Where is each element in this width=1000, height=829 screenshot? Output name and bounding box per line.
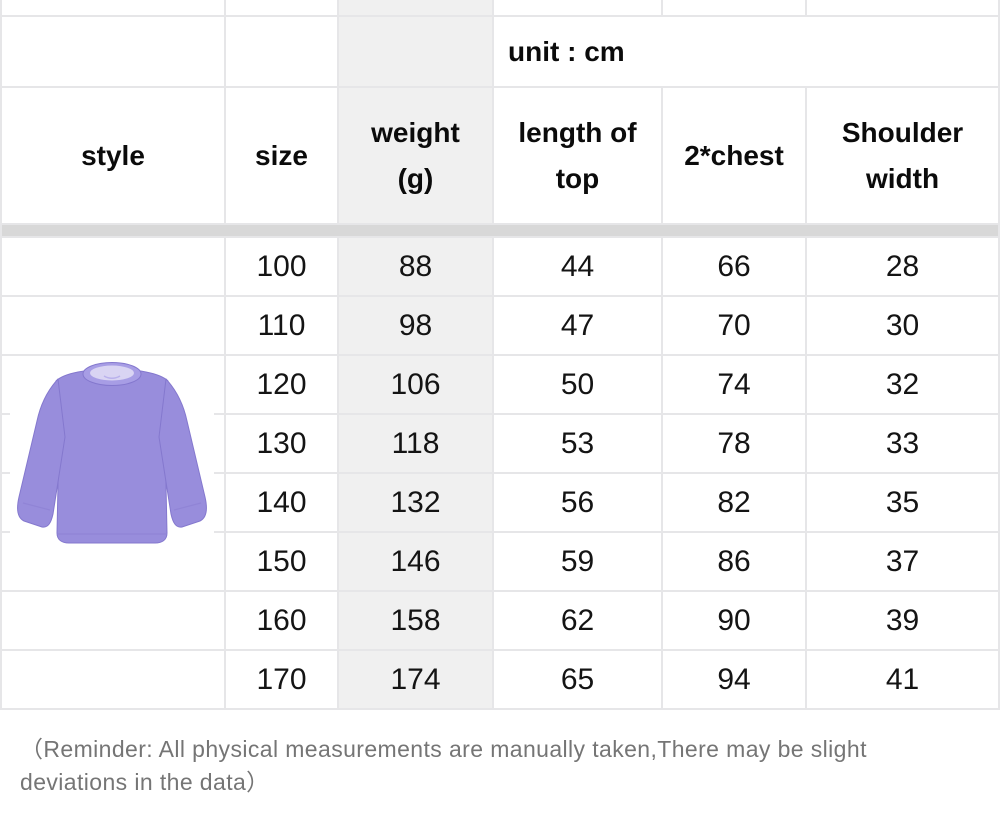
header-cell-style: style bbox=[2, 88, 224, 223]
size-cell: 100 bbox=[226, 238, 337, 295]
header-cell-shoulder-width: Shoulder width bbox=[807, 88, 998, 223]
size-cell: 120 bbox=[226, 356, 337, 413]
shoulder-cell: 41 bbox=[807, 651, 998, 708]
top-strip-cell-style bbox=[2, 0, 224, 15]
chest-cell: 90 bbox=[663, 592, 805, 649]
chest-cell: 74 bbox=[663, 356, 805, 413]
chest-cell: 86 bbox=[663, 533, 805, 590]
weight-cell: 158 bbox=[339, 592, 492, 649]
top-strip-cell-shoulder bbox=[807, 0, 998, 15]
chest-cell: 78 bbox=[663, 415, 805, 472]
shoulder-cell: 30 bbox=[807, 297, 998, 354]
header-cell-length-of-top: length of top bbox=[494, 88, 661, 223]
unit-label: unit : cm bbox=[494, 17, 998, 86]
size-chart-table: unit : cm style size weight (g) length o… bbox=[0, 0, 1000, 710]
chest-cell: 94 bbox=[663, 651, 805, 708]
size-cell: 140 bbox=[226, 474, 337, 531]
length-cell: 47 bbox=[494, 297, 661, 354]
weight-cell: 98 bbox=[339, 297, 492, 354]
style-cell bbox=[2, 297, 224, 354]
length-cell: 56 bbox=[494, 474, 661, 531]
shoulder-cell: 37 bbox=[807, 533, 998, 590]
tshirt-image bbox=[17, 362, 207, 544]
length-cell: 44 bbox=[494, 238, 661, 295]
weight-cell: 146 bbox=[339, 533, 492, 590]
header-cell-weight: weight (g) bbox=[339, 88, 492, 223]
unit-row-empty-size bbox=[226, 17, 337, 86]
size-cell: 130 bbox=[226, 415, 337, 472]
top-strip-cell-size bbox=[226, 0, 337, 15]
size-cell: 170 bbox=[226, 651, 337, 708]
shoulder-cell: 35 bbox=[807, 474, 998, 531]
shoulder-cell: 32 bbox=[807, 356, 998, 413]
reminder-note: （Reminder: All physical measurements are… bbox=[20, 736, 867, 795]
length-cell: 62 bbox=[494, 592, 661, 649]
weight-cell: 118 bbox=[339, 415, 492, 472]
style-cell bbox=[2, 238, 224, 295]
length-cell: 53 bbox=[494, 415, 661, 472]
chest-cell: 82 bbox=[663, 474, 805, 531]
weight-cell: 132 bbox=[339, 474, 492, 531]
top-strip-cell-weight bbox=[339, 0, 492, 15]
header-cell-2xchest: 2*chest bbox=[663, 88, 805, 223]
size-cell: 110 bbox=[226, 297, 337, 354]
shoulder-cell: 28 bbox=[807, 238, 998, 295]
top-strip-cell-chest bbox=[663, 0, 805, 15]
size-cell: 160 bbox=[226, 592, 337, 649]
length-cell: 65 bbox=[494, 651, 661, 708]
shirt-collar-opening bbox=[90, 365, 134, 381]
weight-cell: 88 bbox=[339, 238, 492, 295]
length-cell: 59 bbox=[494, 533, 661, 590]
style-cell bbox=[2, 651, 224, 708]
length-cell: 50 bbox=[494, 356, 661, 413]
size-cell: 150 bbox=[226, 533, 337, 590]
chest-cell: 66 bbox=[663, 238, 805, 295]
unit-row-empty-weight bbox=[339, 17, 492, 86]
weight-cell: 106 bbox=[339, 356, 492, 413]
top-strip-cell-length bbox=[494, 0, 661, 15]
product-photo bbox=[10, 356, 214, 546]
header-cell-size: size bbox=[226, 88, 337, 223]
header-divider-band bbox=[2, 225, 998, 236]
style-cell bbox=[2, 592, 224, 649]
weight-cell: 174 bbox=[339, 651, 492, 708]
shoulder-cell: 39 bbox=[807, 592, 998, 649]
unit-row-empty-style bbox=[2, 17, 224, 86]
shoulder-cell: 33 bbox=[807, 415, 998, 472]
chest-cell: 70 bbox=[663, 297, 805, 354]
